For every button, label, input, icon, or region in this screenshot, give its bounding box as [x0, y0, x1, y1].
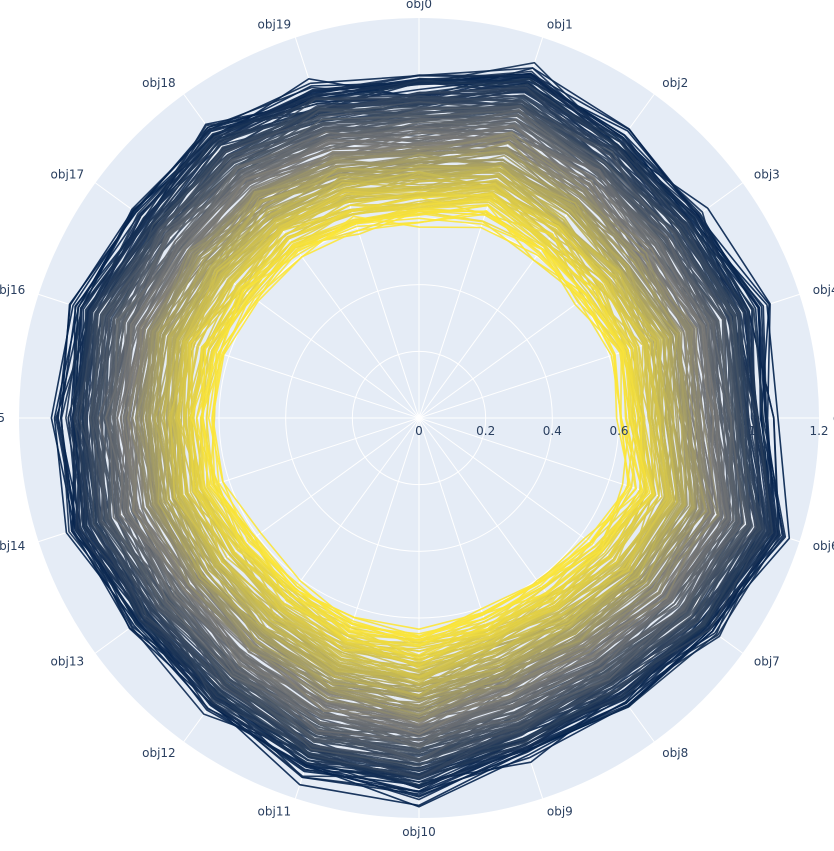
series-line — [108, 111, 749, 760]
angular-tick-label: obj11 — [258, 805, 292, 819]
series-line — [182, 188, 655, 665]
angular-tick-label: obj6 — [813, 539, 834, 553]
angular-tick-label: obj17 — [51, 168, 85, 182]
angular-tick-label: obj19 — [258, 17, 292, 31]
radial-tick-label: 0 — [415, 424, 423, 438]
radial-tick-label: 0.2 — [476, 424, 495, 438]
angular-tick-label: obj0 — [406, 0, 432, 11]
series-line — [211, 204, 643, 642]
angular-tick-label: obj9 — [547, 805, 573, 819]
angular-tick-label: obj3 — [754, 168, 780, 182]
series-line — [106, 110, 738, 762]
angular-tick-label: obj13 — [51, 654, 85, 668]
radial-tick-label: 1.2 — [809, 424, 828, 438]
radial-tick-label: 1 — [748, 424, 756, 438]
series-line — [196, 191, 660, 667]
angular-tick-label: obj18 — [142, 76, 176, 90]
series-line — [57, 80, 776, 807]
series-line — [135, 147, 698, 713]
series-line — [139, 152, 697, 715]
series-line — [115, 124, 715, 728]
series-line — [211, 209, 632, 631]
angular-tick-label: obj1 — [547, 17, 573, 31]
angular-tick-label: obj8 — [662, 746, 688, 760]
series-line — [163, 174, 670, 687]
angular-tick-label: obj16 — [0, 283, 25, 297]
series-line — [73, 74, 787, 792]
series-line — [201, 213, 637, 635]
series-line — [190, 204, 637, 641]
series-lines — [50, 61, 791, 808]
angular-tick-label: obj15 — [0, 411, 5, 425]
series-line — [71, 70, 776, 783]
series-line — [120, 125, 720, 729]
angular-tick-label: obj14 — [0, 539, 25, 553]
angular-tick-label: obj2 — [662, 76, 688, 90]
series-line — [167, 165, 675, 697]
angular-tick-label: obj7 — [754, 654, 780, 668]
angular-tick-label: obj4 — [813, 283, 834, 297]
angular-tick-label: obj10 — [402, 825, 436, 839]
angular-tick-label: obj12 — [142, 746, 176, 760]
series-line — [135, 142, 707, 719]
radial-tick-label: 0.6 — [609, 424, 628, 438]
radial-tick-label: 0.4 — [543, 424, 562, 438]
